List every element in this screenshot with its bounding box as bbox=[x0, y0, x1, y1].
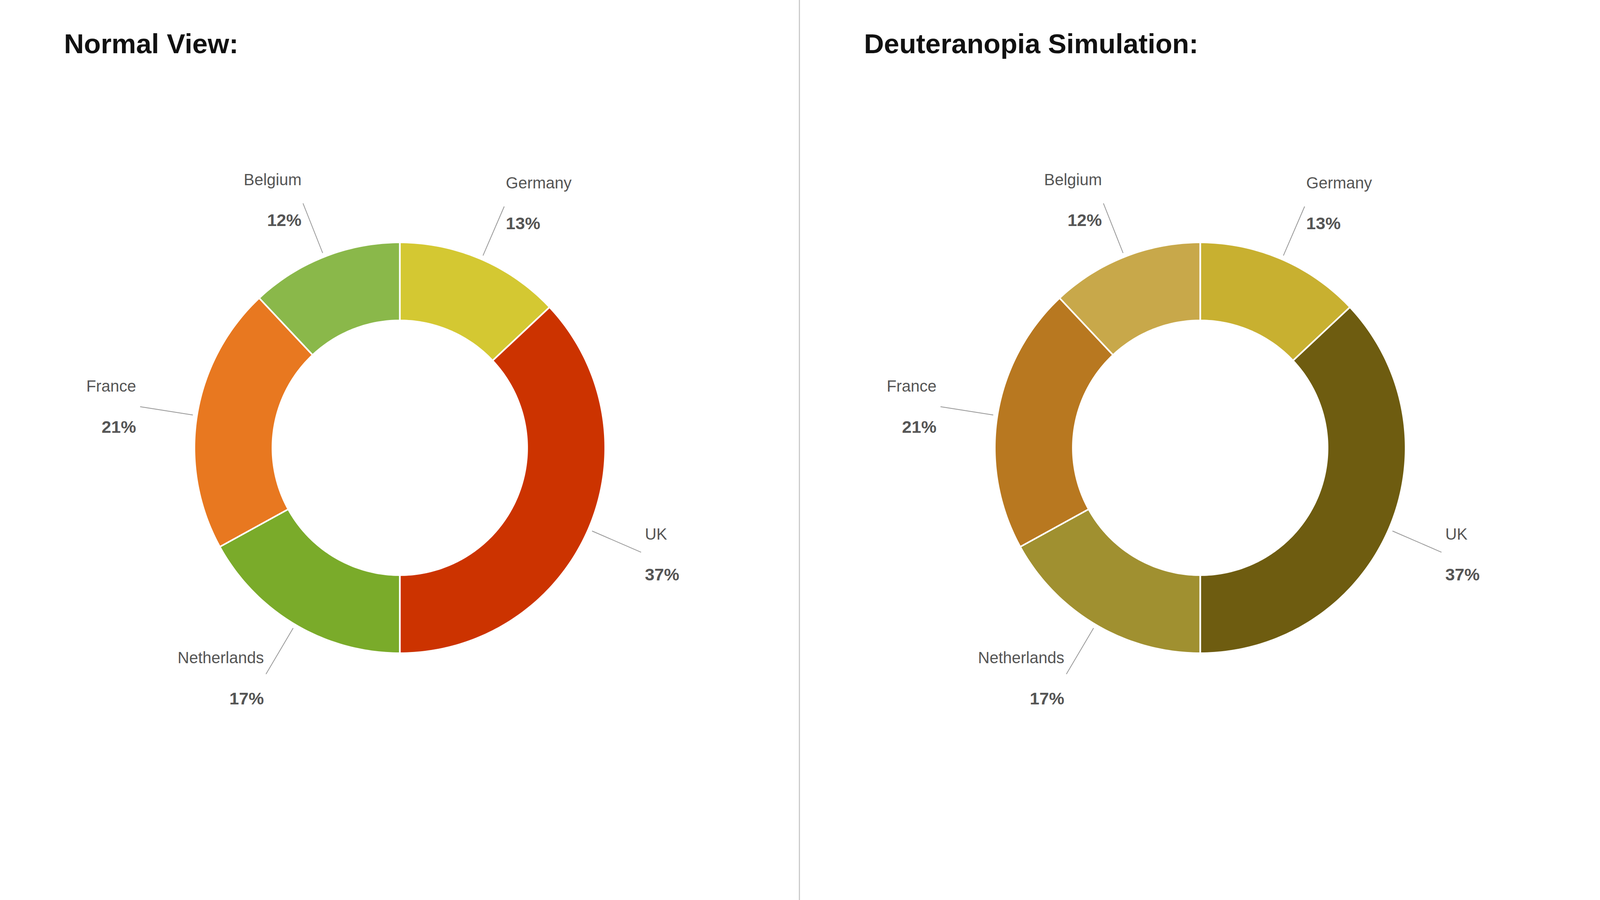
svg-text:UK: UK bbox=[1445, 525, 1468, 543]
svg-text:12%: 12% bbox=[1067, 210, 1102, 230]
svg-text:Germany: Germany bbox=[1306, 174, 1373, 192]
svg-text:Belgium: Belgium bbox=[243, 170, 302, 189]
svg-text:UK: UK bbox=[644, 525, 668, 543]
svg-text:12%: 12% bbox=[266, 210, 302, 230]
html-text:Normal View:: Normal View: bbox=[64, 28, 239, 60]
svg-text:21%: 21% bbox=[101, 417, 136, 437]
svg-text:Germany: Germany bbox=[505, 174, 572, 192]
svg-text:Belgium: Belgium bbox=[1044, 170, 1102, 189]
svg-text:17%: 17% bbox=[1030, 688, 1065, 708]
svg-text:13%: 13% bbox=[505, 213, 540, 233]
svg-text:Netherlands: Netherlands bbox=[177, 648, 264, 667]
html-text:Deuteranopia Simulation:: Deuteranopia Simulation: bbox=[864, 28, 1199, 60]
svg-text:37%: 37% bbox=[644, 564, 680, 584]
svg-text:France: France bbox=[86, 377, 136, 395]
svg-text:13%: 13% bbox=[1306, 213, 1341, 233]
svg-text:21%: 21% bbox=[902, 417, 937, 437]
svg-text:France: France bbox=[886, 377, 937, 395]
svg-text:17%: 17% bbox=[229, 688, 264, 708]
svg-text:Netherlands: Netherlands bbox=[978, 648, 1065, 667]
svg-text:37%: 37% bbox=[1445, 564, 1480, 584]
